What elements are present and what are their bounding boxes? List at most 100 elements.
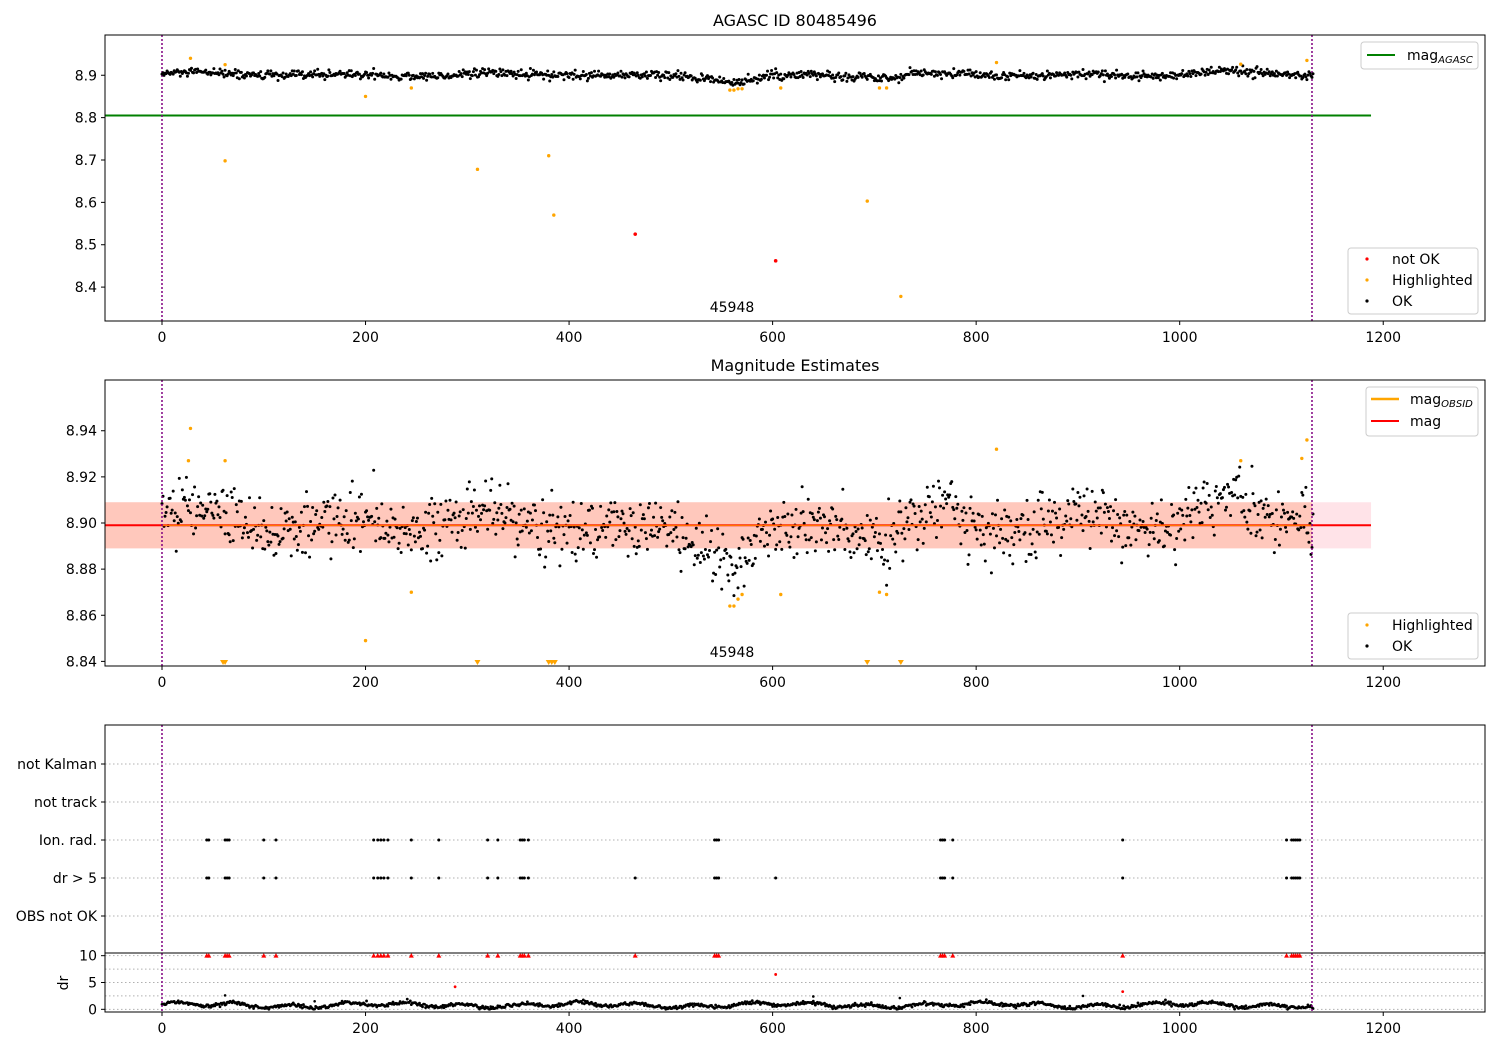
estimates-ok-point: [358, 550, 362, 554]
estimates-ok-point: [488, 508, 492, 512]
estimates-ok-point: [872, 535, 876, 539]
estimates-ok-point: [951, 505, 955, 509]
estimates-ok-point: [477, 514, 480, 518]
agasc-ok-point: [851, 75, 855, 79]
estimates-ok-point: [699, 551, 703, 555]
legend-mag-label: mag: [1410, 414, 1441, 430]
agasc-ok-point: [1156, 76, 1160, 80]
estimates-ok-point: [505, 506, 509, 510]
estimates-ok-point: [1078, 495, 1082, 499]
estimates-ok-point: [930, 500, 934, 504]
agasc-ok-point: [1234, 68, 1238, 72]
estimates-ok-point: [952, 508, 956, 512]
estimates-ok-point: [721, 532, 725, 536]
estimates-ok-point: [563, 515, 567, 519]
estimates-ok-point: [1122, 513, 1126, 517]
legend-highlighted-label-2: Highlighted: [1392, 618, 1473, 634]
agasc-ok-point: [667, 71, 671, 75]
estimates-ok-point: [990, 512, 994, 516]
agasc-ok-point: [789, 75, 793, 79]
estimates-ok-point: [493, 501, 497, 505]
estimates-ok-point: [245, 531, 249, 535]
estimates-ok-point: [965, 528, 969, 532]
estimates-ok-point: [776, 516, 780, 519]
estimates-ok-point: [1267, 515, 1271, 519]
estimates-ok-point: [1303, 505, 1307, 509]
estimates-ok-point: [639, 528, 643, 532]
agasc-ok-point: [843, 74, 847, 78]
flag-marker: [1285, 838, 1289, 842]
estimates-ok-point: [277, 542, 281, 546]
estimates-ok-point: [754, 534, 758, 538]
estimates-ok-point: [565, 541, 569, 545]
estimates-ok-point: [336, 506, 340, 510]
agasc-ok-point: [608, 72, 612, 76]
estimates-highlighted-point: [1239, 459, 1243, 463]
estimates-ok-point: [281, 536, 285, 540]
estimates-ok-point: [1055, 516, 1059, 520]
estimates-ok-point: [446, 508, 450, 512]
estimates-ok-point: [920, 517, 924, 521]
agasc-x-tick-label: 800: [963, 330, 990, 346]
estimates-ok-point: [349, 519, 353, 523]
agasc-ok-point: [1255, 65, 1259, 69]
agasc-ok-point: [801, 76, 805, 80]
estimates-ok-point: [504, 516, 508, 520]
estimates-marker-legend-box: [1347, 612, 1479, 660]
estimates-ok-point: [352, 537, 356, 541]
agasc-ok-point: [1022, 71, 1026, 75]
estimates-ok-point: [174, 549, 178, 553]
dr-ok-point: [235, 1002, 239, 1006]
estimates-ok-point: [1207, 493, 1211, 497]
estimates-ok-point: [647, 502, 651, 506]
agasc-highlighted-point: [223, 159, 227, 163]
agasc-ok-point: [268, 72, 272, 76]
estimates-ok-point: [676, 500, 680, 504]
agasc-obsid-annotation: 45948: [710, 300, 755, 316]
estimates-ok-point: [486, 527, 490, 531]
estimates-ok-point: [1307, 540, 1311, 544]
agasc-ok-point: [742, 82, 746, 86]
agasc-ok-point: [266, 69, 270, 73]
flag-marker: [951, 876, 955, 880]
estimates-ok-point: [436, 510, 440, 514]
estimates-ok-point: [1019, 517, 1023, 521]
agasc-ok-point: [1087, 70, 1091, 74]
estimates-ok-point: [620, 509, 624, 513]
estimates-ok-point: [942, 506, 946, 510]
estimates-ok-point: [995, 534, 998, 538]
estimates-ok-point: [618, 529, 622, 533]
estimates-ok-point: [479, 518, 483, 522]
estimates-ok-point: [832, 538, 836, 542]
estimates-ok-point: [196, 505, 200, 509]
estimates-ok-point: [907, 528, 911, 532]
agasc-ok-point: [1172, 76, 1176, 80]
flag-marker: [262, 838, 266, 842]
agasc-ok-point: [409, 77, 413, 81]
agasc-ok-point: [1137, 79, 1141, 83]
estimates-ok-point: [616, 515, 620, 519]
estimates-ok-point: [765, 531, 768, 535]
estimates-ok-point: [658, 527, 662, 531]
agasc-ok-point: [643, 74, 647, 78]
estimates-ok-point: [574, 559, 578, 563]
estimates-ok-point: [598, 535, 602, 539]
estimates-ok-point: [1127, 536, 1131, 540]
agasc-x-tick-label: 400: [556, 330, 583, 346]
estimates-ok-point: [192, 532, 196, 536]
estimates-ok-point: [216, 513, 220, 517]
estimates-ok-point: [1125, 513, 1129, 517]
agasc-marker-legend: not OK Highlighted OK: [1347, 247, 1479, 315]
estimates-ok-point: [794, 507, 798, 511]
estimates-ok-point: [1250, 464, 1254, 468]
estimates-ok-point: [900, 531, 904, 535]
estimates-ok-point: [340, 532, 344, 536]
agasc-ok-point: [648, 73, 652, 77]
estimates-y-tick-label: 8.86: [66, 608, 97, 624]
estimates-ok-point: [432, 521, 436, 525]
estimates-highlighted-point: [186, 459, 191, 463]
flag-marker: [386, 876, 390, 880]
estimates-ok-point: [1090, 489, 1094, 493]
estimates-ok-point: [1278, 527, 1282, 531]
agasc-ok-point: [509, 69, 513, 73]
